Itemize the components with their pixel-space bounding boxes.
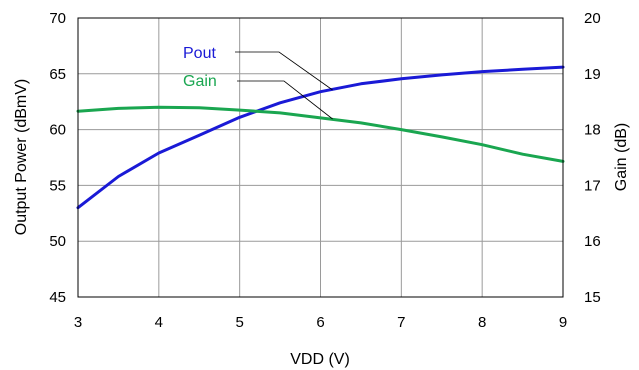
y-right-tick-label: 17 [584, 177, 601, 194]
leader-line-pout [235, 51, 333, 91]
y-axis-right-title: Gain (dB) [613, 123, 630, 191]
y-left-tick-label: 70 [49, 10, 66, 27]
series-label-gain: Gain [183, 73, 217, 90]
x-tick-label: 6 [316, 314, 324, 331]
series-line-gain [76, 105, 565, 163]
y-right-tick-label: 18 [584, 122, 601, 139]
y-left-tick-label: 55 [49, 177, 66, 194]
y-right-tick-label: 15 [584, 289, 601, 306]
leader-line-gain [237, 80, 333, 120]
x-tick-label: 9 [559, 314, 567, 331]
series-labels: Pout Gain [183, 45, 333, 120]
y-right-tick-label: 20 [584, 10, 601, 27]
plot-border [77, 17, 564, 298]
x-tick-label: 3 [74, 314, 82, 331]
y-left-tick-label: 50 [49, 233, 66, 250]
x-tick-label: 8 [478, 314, 486, 331]
x-tick-label: 5 [235, 314, 243, 331]
y-left-tick-label: 65 [49, 66, 66, 83]
series-line-pout [76, 65, 565, 210]
plot-frame [77, 17, 564, 298]
x-tick-label: 4 [155, 314, 163, 331]
x-tick-label: 7 [397, 314, 405, 331]
y-left-tick-label: 60 [49, 122, 66, 139]
y-left-tick-label: 45 [49, 289, 66, 306]
grid [78, 18, 563, 297]
y-axis-left-title: Output Power (dBmV) [13, 79, 30, 236]
x-axis-title: VDD (V) [290, 351, 350, 368]
series-label-pout: Pout [183, 45, 216, 62]
series-lines [76, 65, 565, 210]
y-right-tick-label: 16 [584, 233, 601, 250]
y-right-tick-label: 19 [584, 66, 601, 83]
